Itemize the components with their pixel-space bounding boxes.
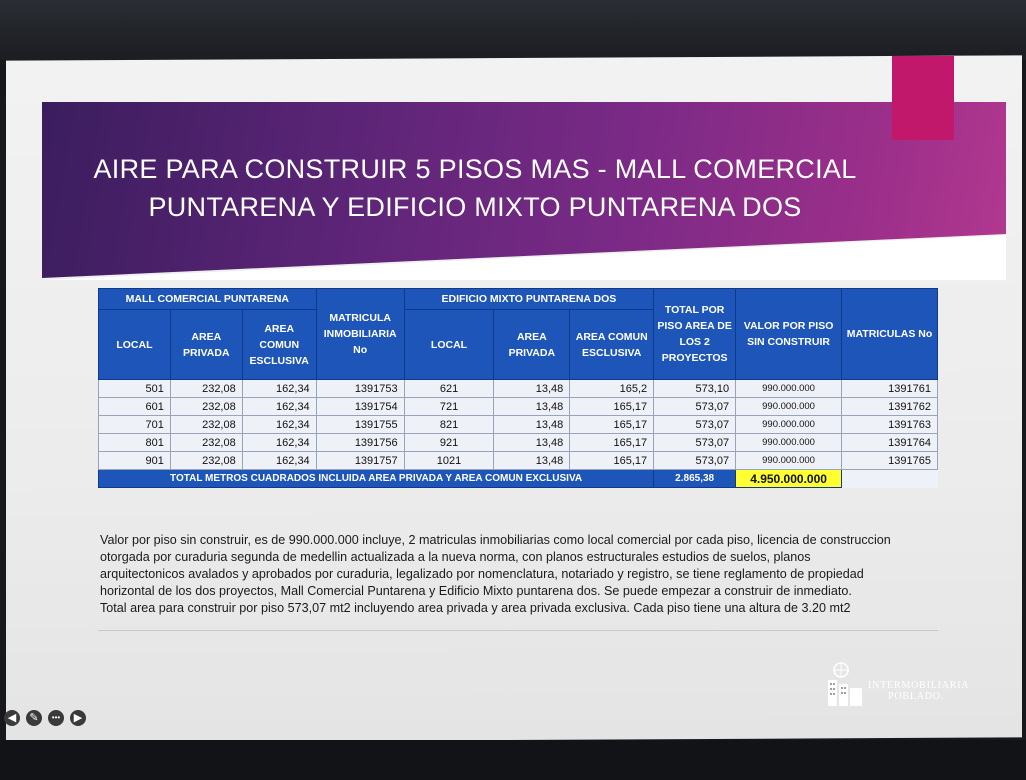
table-row: 501 232,08 162,34 1391753 621 13,48 165,… — [98, 379, 938, 398]
cell-area-comun-2: 165,2 — [569, 379, 655, 398]
cell-total-piso: 573,07 — [653, 433, 737, 452]
description-line: arquitectonicos avalados y aprobados por… — [100, 567, 864, 581]
cell-area-privada-2: 13,48 — [493, 451, 571, 470]
header-local: LOCAL — [98, 309, 171, 380]
cell-matriculas: 1391765 — [841, 451, 938, 470]
table-row: 601 232,08 162,34 1391754 721 13,48 165,… — [98, 397, 938, 416]
cell-area-privada: 232,08 — [169, 397, 243, 416]
description-line: Total area para construir por piso 573,0… — [100, 601, 851, 615]
description-line: Valor por piso sin construir, es de 990.… — [100, 533, 891, 547]
cell-total-piso: 573,07 — [653, 397, 737, 416]
cell-area-comun-2: 165,17 — [569, 397, 655, 416]
cell-area-privada: 232,08 — [169, 451, 243, 470]
cell-matriculas: 1391761 — [841, 379, 938, 398]
cell-area-comun: 162,34 — [241, 397, 317, 416]
cell-matricula: 1391755 — [315, 415, 405, 434]
cell-local-2: 721 — [403, 397, 495, 416]
cell-total-piso: 573,10 — [653, 379, 737, 398]
cell-total-piso: 573,07 — [653, 415, 737, 434]
cell-valor-piso: 990.000.000 — [735, 415, 843, 434]
cell-area-comun: 162,34 — [241, 433, 317, 452]
cell-area-comun-2: 165,17 — [569, 451, 655, 470]
cell-total-piso: 573,07 — [653, 451, 737, 470]
properties-table: MALL COMERCIAL PUNTARENA MATRICULA INMOB… — [97, 288, 938, 488]
cell-matricula: 1391753 — [315, 379, 405, 398]
header-local-2: LOCAL — [403, 309, 495, 380]
bottom-bezel — [0, 740, 1026, 780]
cell-area-privada: 232,08 — [169, 433, 243, 452]
cell-local-2: 621 — [403, 379, 495, 398]
building-icon — [828, 680, 837, 706]
group-header-mall: MALL COMERCIAL PUNTARENA — [98, 288, 317, 310]
company-name-line-1: INTERMOBILIARIA — [868, 680, 970, 691]
pen-tool-button[interactable]: ✎ — [26, 710, 42, 726]
cell-area-privada: 232,08 — [169, 415, 243, 434]
total-valor: 4.950.000.000 — [735, 469, 843, 488]
description-text: Valor por piso sin construir, es de 990.… — [100, 532, 930, 617]
total-blank-cell — [841, 469, 938, 488]
cell-local-2: 921 — [403, 433, 495, 452]
company-name: INTERMOBILIARIA POBLADO. — [868, 680, 969, 702]
header-valor-piso: VALOR POR PISO SIN CONSTRUIR — [735, 288, 843, 380]
header-area-comun-2: AREA COMUN ESCLUSIVA — [569, 309, 655, 380]
cell-matriculas: 1391764 — [841, 433, 938, 452]
more-options-button[interactable]: ••• — [48, 710, 64, 726]
cell-matriculas: 1391763 — [841, 415, 938, 434]
cell-local: 701 — [98, 415, 171, 434]
slide-title-line-2: PUNTARENA Y EDIFICIO MIXTO PUNTARENA DOS — [148, 192, 802, 222]
header-matriculas: MATRICULAS No — [841, 288, 938, 380]
company-name-line-2: POBLADO. — [888, 691, 945, 702]
cell-local: 801 — [98, 433, 171, 452]
header-area-privada: AREA PRIVADA — [169, 309, 243, 380]
cell-valor-piso: 990.000.000 — [735, 397, 843, 416]
table-row: 901 232,08 162,34 1391757 1021 13,48 165… — [98, 451, 938, 470]
cell-area-comun-2: 165,17 — [569, 415, 655, 434]
accent-block — [892, 56, 954, 140]
cell-area-privada-2: 13,48 — [493, 415, 571, 434]
description-line: otorgada por curaduria segunda de medell… — [100, 550, 811, 564]
cell-local-2: 821 — [403, 415, 495, 434]
next-slide-button[interactable]: ▶ — [70, 710, 86, 726]
cell-area-privada-2: 13,48 — [493, 433, 571, 452]
group-header-edificio: EDIFICIO MIXTO PUNTARENA DOS — [403, 288, 655, 310]
header-total-piso: TOTAL POR PISO AREA DE LOS 2 PROYECTOS — [653, 288, 737, 380]
cell-valor-piso: 990.000.000 — [735, 379, 843, 398]
total-area: 2.865,38 — [653, 469, 737, 488]
total-label: TOTAL METROS CUADRADOS INCLUIDA AREA PRI… — [97, 469, 655, 488]
previous-slide-button[interactable]: ◀ — [4, 710, 20, 726]
cell-matricula: 1391756 — [315, 433, 405, 452]
cell-area-comun: 162,34 — [241, 451, 317, 470]
table-row: 701 232,08 162,34 1391755 821 13,48 165,… — [98, 415, 938, 434]
cell-area-comun-2: 165,17 — [569, 433, 655, 452]
description-line: horizontal de los dos proyectos, Mall Co… — [100, 584, 852, 598]
cell-area-privada-2: 13,48 — [493, 397, 571, 416]
header-area-privada-2: AREA PRIVADA — [493, 309, 571, 380]
cell-matricula: 1391757 — [315, 451, 405, 470]
cell-valor-piso: 990.000.000 — [735, 451, 843, 470]
header-matricula: MATRICULA INMOBILIARIA No — [315, 288, 405, 380]
cell-area-comun: 162,34 — [241, 415, 317, 434]
header-area-comun: AREA COMUN ESCLUSIVA — [241, 309, 317, 380]
description-divider — [98, 630, 938, 631]
slideshow-controls: ◀ ✎ ••• ▶ — [4, 710, 86, 726]
cell-local-2: 1021 — [403, 451, 495, 470]
table-row: 801 232,08 162,34 1391756 921 13,48 165,… — [98, 433, 938, 452]
cell-valor-piso: 990.000.000 — [735, 433, 843, 452]
cell-area-privada-2: 13,48 — [493, 379, 571, 398]
cell-matricula: 1391754 — [315, 397, 405, 416]
cell-local: 601 — [98, 397, 171, 416]
cell-matriculas: 1391762 — [841, 397, 938, 416]
cell-local: 901 — [98, 451, 171, 470]
slide-title: AIRE PARA CONSTRUIR 5 PISOS MAS - MALL C… — [60, 150, 890, 226]
company-logo — [828, 662, 862, 706]
total-row: TOTAL METROS CUADRADOS INCLUIDA AREA PRI… — [97, 469, 938, 488]
cell-area-privada: 232,08 — [169, 379, 243, 398]
cell-local: 501 — [98, 379, 171, 398]
cell-area-comun: 162,34 — [241, 379, 317, 398]
slide-title-line-1: AIRE PARA CONSTRUIR 5 PISOS MAS - MALL C… — [93, 154, 857, 184]
top-bezel — [0, 0, 1026, 60]
